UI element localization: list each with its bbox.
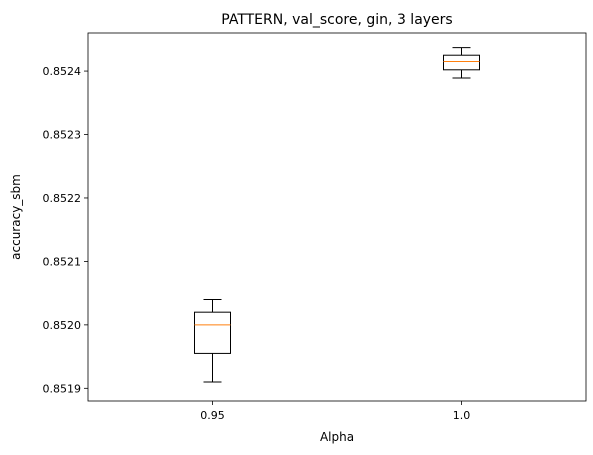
x-axis-label: Alpha: [320, 430, 354, 444]
y-tick-label: 0.8519: [43, 382, 82, 395]
chart-title: PATTERN, val_score, gin, 3 layers: [221, 12, 452, 28]
y-tick-label: 0.8524: [43, 65, 82, 78]
x-tick-label: 0.95: [200, 409, 225, 422]
y-tick-label: 0.8523: [43, 129, 82, 142]
plot-area: 0.8519 0.8520 0.8521 0.8522 0.8523 0.8524 0.95…: [43, 32, 587, 422]
box: [194, 311, 231, 354]
y-tick-label: 0.8522: [43, 192, 82, 205]
y-axis-label: accuracy_sbm: [9, 174, 23, 260]
x-tick-label: 1.0: [453, 409, 471, 422]
box: [443, 54, 480, 71]
y-tick-label: 0.8521: [43, 255, 82, 268]
y-tick-label: 0.8520: [43, 319, 82, 332]
axes-frame: [87, 32, 587, 402]
